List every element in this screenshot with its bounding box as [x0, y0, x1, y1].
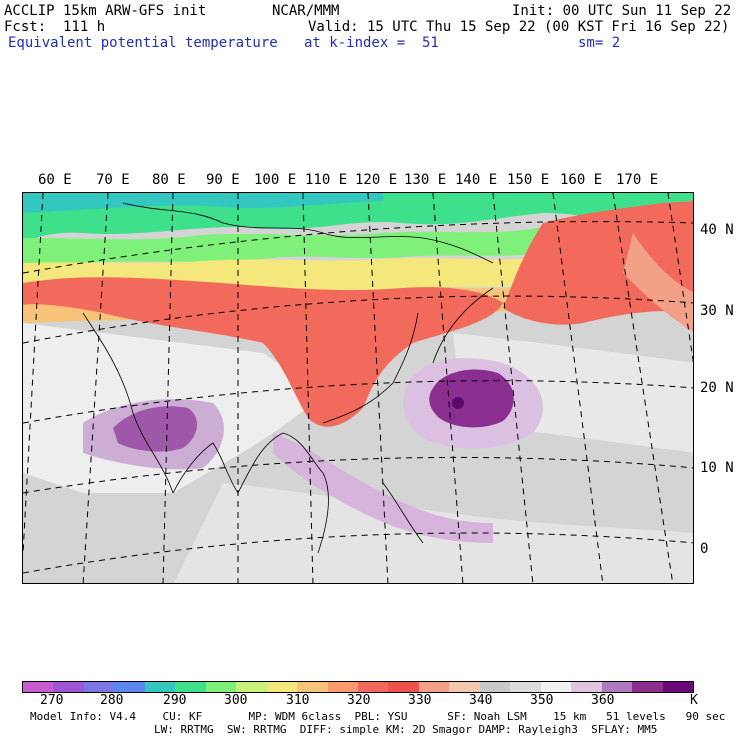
theta-e-field: [23, 193, 693, 583]
lon-label: 80 E: [152, 172, 186, 188]
colorbar-swatch: [144, 682, 176, 692]
lon-label: 100 E: [254, 172, 297, 188]
colorbar-swatch: [327, 682, 358, 692]
colorbar-tick-label: 270: [40, 693, 64, 708]
lat-label: 10 N: [700, 460, 734, 476]
graticule: [23, 193, 693, 583]
colorbar-swatch: [114, 682, 145, 692]
colorbar-tick-label: 280: [100, 693, 124, 708]
colorbar-swatch: [662, 682, 693, 692]
model-title: ACCLIP 15km ARW-GFS init: [4, 3, 207, 19]
colorbar-swatch: [601, 682, 633, 692]
colorbar-swatch: [510, 682, 541, 692]
model-info-line2: LW: RRTMG SW: RRTMG DIFF: simple KM: 2D …: [154, 723, 658, 736]
organization-label: NCAR/MMM: [272, 3, 340, 19]
colorbar-swatch: [23, 682, 54, 692]
colorbar-tick-label: 330: [408, 693, 432, 708]
init-time: Init: 00 UTC Sun 11 Sep 22: [512, 3, 732, 19]
colorbar-swatch: [297, 682, 328, 692]
lon-label: 70 E: [96, 172, 130, 188]
lon-label: 120 E: [355, 172, 398, 188]
colorbar-swatch: [205, 682, 237, 692]
colorbar-tick-label: 290: [163, 693, 187, 708]
valid-time: Valid: 15 UTC Thu 15 Sep 22 (00 KST Fri …: [308, 19, 730, 35]
colorbar-swatch: [236, 682, 267, 692]
colorbar-swatch: [388, 682, 419, 692]
field-name: Equivalent potential temperature: [8, 35, 278, 51]
colorbar-swatch: [357, 682, 389, 692]
colorbar-swatch: [540, 682, 572, 692]
colorbar-swatch: [632, 682, 663, 692]
lon-label: 90 E: [206, 172, 240, 188]
colorbar-tick-label: 360: [591, 693, 615, 708]
lat-label: 30 N: [700, 303, 734, 319]
lon-label: 170 E: [616, 172, 659, 188]
lat-label: 40 N: [700, 222, 734, 238]
colorbar-swatch: [418, 682, 450, 692]
colorbar-swatch: [175, 682, 206, 692]
colorbar-tick-label: 350: [530, 693, 554, 708]
lon-label: 160 E: [560, 172, 603, 188]
model-info-line1: Model Info: V4.4 CU: KF MP: WDM 6class P…: [30, 710, 726, 723]
lon-label: 130 E: [404, 172, 447, 188]
lon-label: 150 E: [507, 172, 550, 188]
forecast-hour: Fcst: 111 h: [4, 19, 106, 35]
level-label: at k-index = 51: [304, 35, 439, 51]
colorbar-swatch: [449, 682, 480, 692]
lon-label: 60 E: [38, 172, 72, 188]
colorbar-swatch: [479, 682, 511, 692]
lon-label: 110 E: [305, 172, 348, 188]
smoothing-label: sm= 2: [578, 35, 621, 51]
colorbar: [22, 681, 694, 693]
colorbar-unit: K: [690, 693, 698, 708]
map-panel: [22, 192, 694, 584]
colorbar-swatch: [83, 682, 115, 692]
lat-label: 20 N: [700, 380, 734, 396]
colorbar-tick-label: 300: [224, 693, 248, 708]
colorbar-swatch: [571, 682, 602, 692]
coastlines: [82, 202, 494, 554]
colorbar-tick-label: 340: [469, 693, 493, 708]
lat-label: 0: [700, 541, 709, 557]
colorbar-swatch: [53, 682, 84, 692]
lon-label: 140 E: [455, 172, 498, 188]
colorbar-tick-label: 320: [347, 693, 371, 708]
colorbar-tick-label: 310: [286, 693, 310, 708]
colorbar-swatch: [266, 682, 298, 692]
